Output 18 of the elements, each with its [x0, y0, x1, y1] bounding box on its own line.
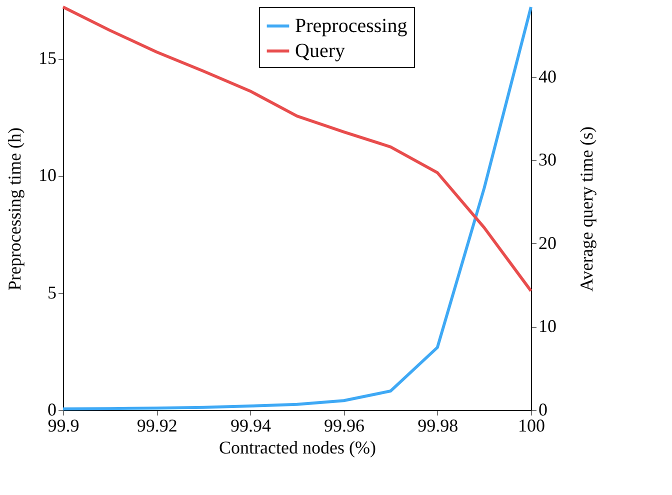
line-series	[62, 6, 532, 410]
x-tick-label: 99.96	[324, 416, 365, 436]
y-axis-title: Preprocessing time (h)	[4, 128, 24, 290]
y2-tick-label: 10	[538, 316, 556, 336]
legend-label: Query	[295, 40, 345, 62]
y-tick-label: 10	[38, 165, 56, 186]
y2-axis-title: Average query time (s)	[576, 126, 596, 292]
legend-label: Preprocessing	[295, 15, 408, 37]
y-tick-label: 15	[38, 48, 56, 68]
y-tick-label: 5	[48, 282, 56, 302]
line-series	[62, 6, 532, 292]
x-tick-label: 99.94	[230, 416, 271, 436]
y2-tick-label: 20	[538, 232, 556, 253]
x-tick-label: 99.92	[136, 416, 178, 436]
x-axis-title: Contracted nodes (%)	[219, 438, 376, 458]
x-tick-label: 99.98	[418, 416, 458, 436]
y2-tick-label: 30	[538, 150, 556, 170]
y2-tick-label: 40	[538, 66, 556, 86]
